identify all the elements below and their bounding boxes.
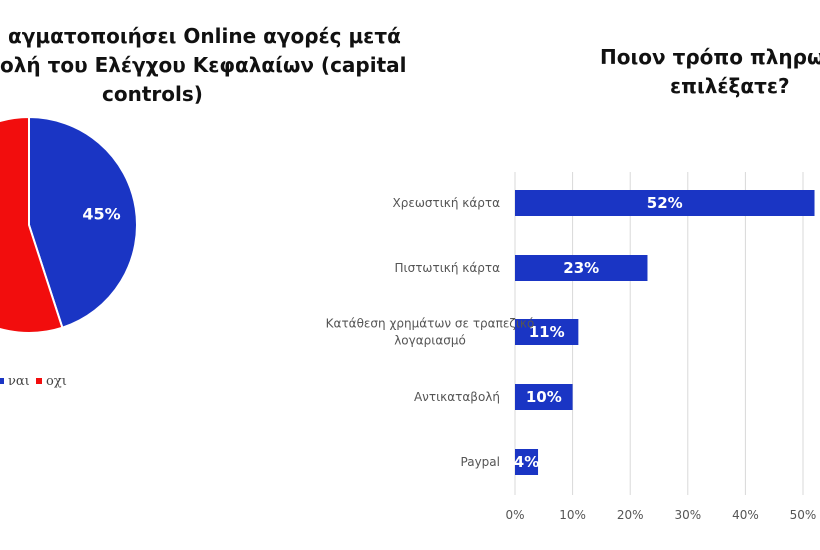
legend-label: ναι [8,374,30,389]
category-label: Χρεωστική κάρτα [393,196,501,210]
legend-label: οχι [46,374,67,389]
bar-title-line-2: επιλέξατε? [670,74,790,98]
x-tick-label: 50% [790,508,817,522]
pie-title: αγματοποιήσει Online αγορές μετά ολή του… [0,22,407,109]
bar [515,190,815,216]
category-label: Κατάθεση χρημάτων σε τραπεζικό [326,317,535,331]
bar-data-label: 11% [529,323,565,341]
bar-data-label: 10% [526,388,562,406]
legend-swatch-οχι [36,378,42,384]
bar [515,449,539,475]
category-label: Πιστωτική κάρτα [395,261,501,275]
bar-title-line-1: Ποιον τρόπο πληρω [600,45,820,69]
bar-data-label: 4% [514,453,539,471]
x-tick-label: 10% [559,508,586,522]
bar-data-label: 23% [563,259,599,277]
x-tick-label: 20% [617,508,644,522]
category-label: λογαριασμό [394,334,466,348]
bar-data-label: 52% [647,194,683,212]
category-label: Αντικαταβολή [414,390,500,404]
bar-title: Ποιον τρόπο πληρω επιλέξατε? [600,43,820,101]
pie-data-label: 45% [82,205,120,224]
legend-swatch-ναι [0,378,4,384]
bar [515,384,573,410]
pie-slice-οχι [0,115,64,334]
pie-title-line-1: αγματοποιήσει Online αγορές μετά [8,24,401,48]
pie-slice-ναι [28,115,138,329]
x-tick-label: 30% [674,508,701,522]
x-tick-label: 0% [505,508,524,522]
x-tick-label: 40% [732,508,759,522]
pie-title-line-3: controls) [102,82,203,106]
bar [515,255,648,281]
pie-title-line-2: ολή του Ελέγχου Κεφαλαίων (capital [0,53,407,77]
category-label: Paypal [461,455,500,469]
bar [515,319,579,345]
